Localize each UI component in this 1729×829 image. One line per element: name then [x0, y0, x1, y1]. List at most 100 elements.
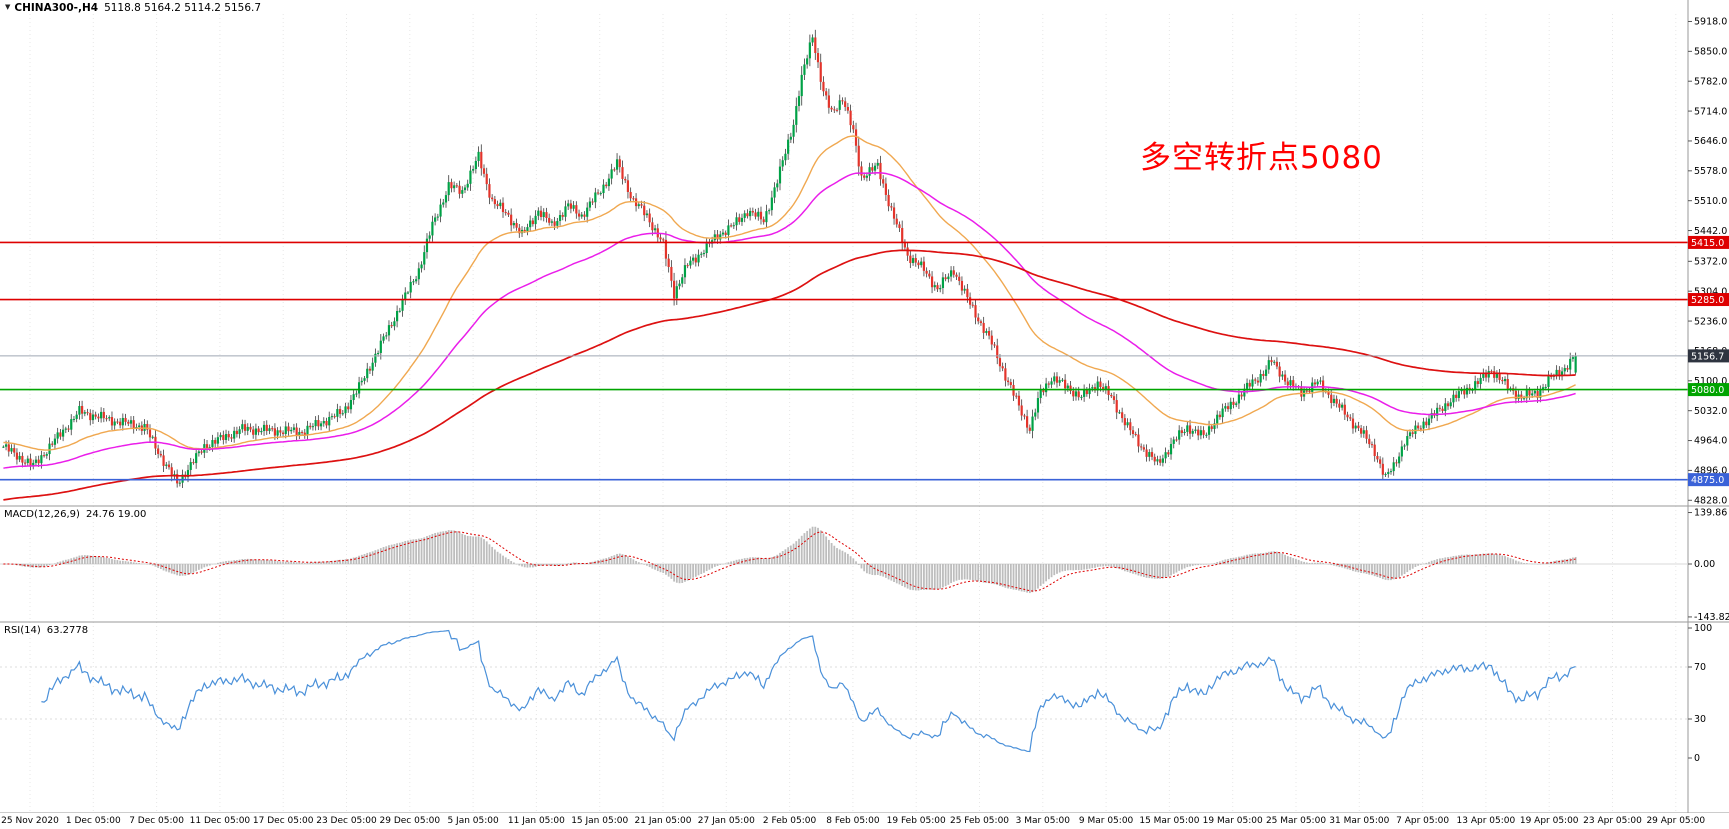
candle-body — [1569, 358, 1572, 370]
macd-bar — [1161, 564, 1164, 579]
candle-body — [1438, 407, 1441, 409]
macd-bar — [211, 564, 214, 565]
macd-bar — [1539, 563, 1542, 565]
macd-bar — [396, 543, 399, 564]
candle-body — [132, 420, 135, 429]
candle-body — [952, 270, 955, 275]
macd-bar — [1053, 564, 1056, 576]
candle-body — [1520, 394, 1523, 399]
collapse-triangle-icon[interactable]: ▼ — [5, 3, 11, 11]
macd-bar — [1096, 564, 1099, 567]
candle-body — [1281, 374, 1284, 377]
candle-body — [1528, 390, 1531, 396]
candle-body — [387, 325, 391, 336]
candle-body — [865, 175, 868, 178]
macd-name: MACD(12,26,9) — [4, 509, 80, 520]
time-axis-label: 2 Feb 05:00 — [762, 816, 817, 826]
candle-body — [1506, 378, 1509, 389]
macd-bar — [504, 557, 507, 564]
candle-body — [488, 184, 491, 198]
macd-bar — [1259, 553, 1262, 564]
macd-bar — [222, 561, 225, 564]
macd-bar — [1069, 564, 1072, 571]
macd-bar — [1338, 564, 1341, 568]
candle-body — [1286, 381, 1289, 386]
candle-body — [833, 109, 836, 111]
candle-body — [721, 232, 725, 235]
candle-body — [1137, 434, 1140, 447]
macd-axis-label: -143.82 — [1694, 612, 1729, 623]
macd-bar — [515, 563, 518, 565]
candle-body — [1251, 379, 1254, 387]
macd-bar — [879, 564, 882, 576]
macd-bar — [871, 564, 874, 575]
macd-bar — [5, 563, 7, 565]
candle-body — [909, 255, 912, 264]
macd-bar — [393, 544, 396, 564]
macd-bar — [379, 548, 382, 564]
candle-body — [197, 451, 200, 454]
time-axis[interactable]: 25 Nov 2020 1 Dec 05:00 7 Dec 05:00 11 Dec … — [0, 813, 1729, 829]
macd-bar — [521, 564, 523, 567]
time-axis-label: 9 Mar 05:00 — [1078, 816, 1134, 826]
candle-body — [1267, 360, 1270, 370]
macd-bar — [1346, 564, 1349, 570]
candle-body — [985, 330, 988, 333]
candle-body — [814, 37, 817, 54]
candle-body — [1419, 428, 1422, 430]
macd-bar — [700, 564, 703, 575]
candle-body — [227, 434, 230, 438]
price-badge-label: 4875.0 — [1691, 475, 1724, 486]
macd-bar — [719, 564, 722, 565]
price-axis[interactable] — [1688, 0, 1729, 813]
candle-body — [789, 136, 792, 140]
macd-bar — [472, 536, 475, 564]
candle-body — [1525, 390, 1528, 399]
candle-body — [328, 416, 331, 426]
candle-body — [974, 305, 977, 318]
macd-bar — [635, 560, 637, 564]
candle-body — [518, 227, 521, 234]
candle-body — [1221, 408, 1224, 418]
chart-annotation-text[interactable]: 多空转折点5080 — [1140, 140, 1383, 176]
candle-body — [325, 420, 328, 426]
time-axis-label: 19 Mar 05:00 — [1202, 816, 1263, 826]
price-badge — [1688, 349, 1729, 363]
time-axis-label: 8 Feb 05:00 — [826, 816, 880, 826]
candle-body — [939, 288, 942, 290]
candle-body — [1482, 372, 1485, 378]
candle-body — [1104, 386, 1107, 390]
candle-body — [1427, 418, 1431, 426]
time-axis-label: 17 Dec 05:00 — [252, 816, 314, 826]
macd-bar — [1134, 564, 1137, 575]
macd-bar — [1018, 564, 1020, 591]
candle-body — [749, 210, 752, 217]
candle-body — [705, 242, 708, 254]
candle-body — [740, 217, 744, 222]
price-axis-label: 5850.0 — [1694, 47, 1727, 58]
macd-bar — [225, 561, 227, 564]
macd-bar — [86, 555, 89, 564]
candle-body — [987, 330, 991, 336]
candle-body — [1493, 371, 1496, 378]
macd-bar — [1113, 564, 1115, 568]
candle-body — [539, 210, 543, 218]
candle-body — [113, 421, 116, 426]
candle-body — [300, 431, 304, 433]
macd-bar — [1183, 564, 1186, 569]
time-axis-label: 7 Dec 05:00 — [129, 816, 184, 826]
candle-body — [816, 53, 820, 63]
macd-bar — [1379, 564, 1382, 578]
macd-bar — [917, 564, 920, 591]
candle-body — [1422, 421, 1425, 429]
price-axis-label: 5918.0 — [1694, 17, 1727, 28]
candle-body — [577, 213, 581, 217]
candle-body — [591, 201, 594, 203]
macd-bar — [170, 564, 173, 574]
candle-body — [1118, 412, 1121, 414]
candle-body — [621, 167, 624, 179]
candle-body — [615, 159, 619, 170]
candle-body — [306, 425, 309, 436]
macd-bar — [127, 561, 130, 564]
